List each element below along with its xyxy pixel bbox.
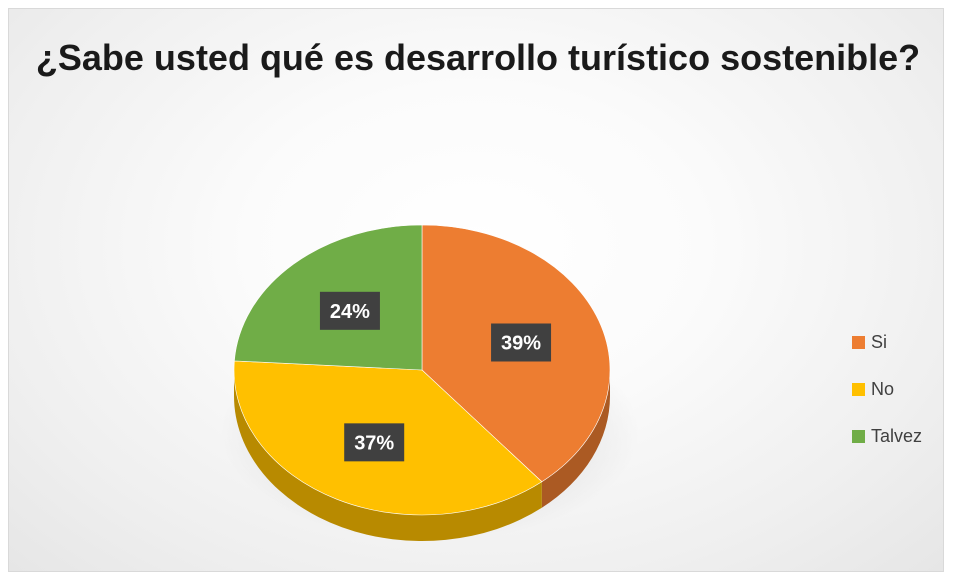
chart-title: ¿Sabe usted qué es desarrollo turístico …: [35, 37, 921, 78]
pie-side-no: [234, 370, 542, 541]
pie-tops: [233, 224, 611, 516]
legend-label-talvez: Talvez: [871, 425, 923, 446]
data-label-box-si: [491, 323, 552, 362]
data-label-talvez: 24%: [319, 291, 380, 330]
data-label-box-talvez: [319, 291, 380, 330]
data-label-si: 39%: [491, 323, 552, 362]
pie-sides: [234, 370, 610, 541]
data-label-text-si: 39%: [501, 332, 541, 354]
data-label-box-no: [344, 423, 405, 462]
legend: Si No Talvez: [852, 330, 922, 471]
legend-swatch-no: [852, 382, 865, 396]
data-label-text-talvez: 24%: [330, 301, 370, 323]
legend-swatch-si: [852, 335, 865, 349]
legend-label-si: Si: [871, 331, 888, 352]
legend-item-talvez: Talvez: [852, 424, 922, 448]
legend-item-no: No: [852, 377, 922, 401]
data-label-no: 37%: [344, 423, 405, 462]
data-label-text-no: 37%: [354, 432, 394, 454]
legend-label-no: No: [871, 378, 895, 399]
pie-data-labels: 39% 37% 24%: [319, 291, 552, 462]
legend-swatch-talvez: [852, 429, 865, 443]
legend-item-si: Si: [852, 330, 922, 354]
pie-side-si: [541, 370, 610, 508]
